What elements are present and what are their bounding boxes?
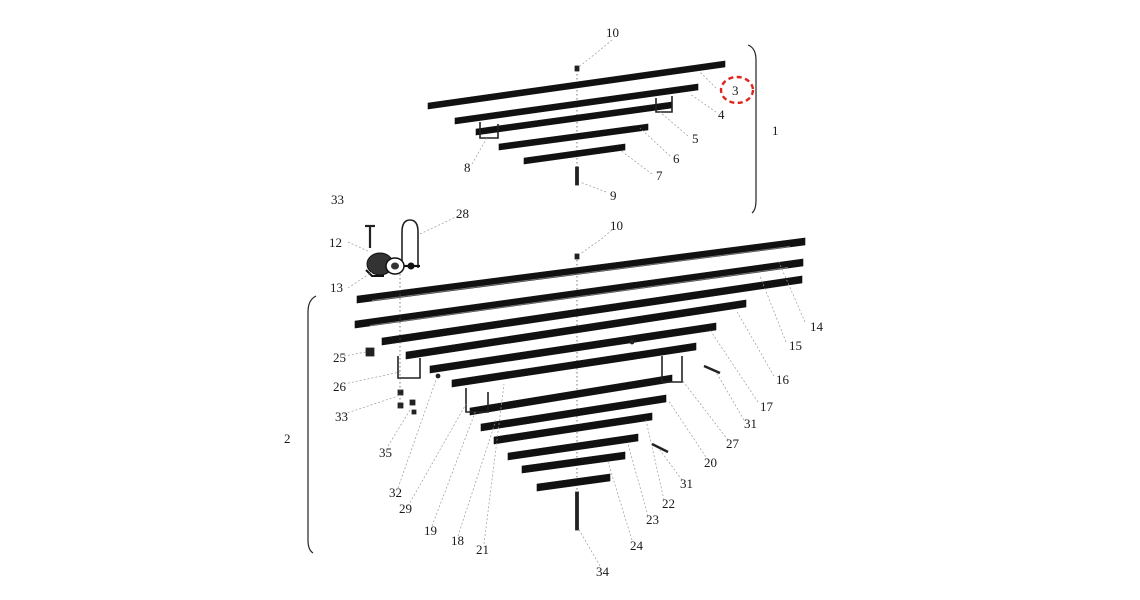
shackle-28 [401, 219, 419, 268]
label-7: 7 [656, 168, 663, 183]
label-5: 5 [692, 131, 699, 146]
label-1: 1 [772, 123, 779, 138]
leaf-7 [523, 143, 626, 165]
label-33-top: 33 [331, 192, 344, 207]
clip-bolt-31-lower [651, 442, 669, 454]
leaf-21 [480, 394, 667, 432]
label-19: 19 [424, 523, 437, 538]
label-29: 29 [399, 501, 412, 516]
leaf-4 [454, 83, 699, 125]
label-4: 4 [718, 107, 725, 122]
nut-33b [397, 402, 404, 409]
label-20: 20 [704, 455, 717, 470]
label-17: 17 [760, 399, 774, 414]
label-25: 25 [333, 350, 346, 365]
leaf-23 [507, 433, 639, 461]
part-labels: 10 3 4 1 5 6 8 7 9 33 28 10 12 13 14 15 … [284, 25, 824, 579]
leaf-20 [469, 374, 673, 416]
leaf-6 [498, 123, 649, 151]
leaf-19 [451, 342, 697, 388]
label-28: 28 [456, 206, 469, 221]
leaf-16 [381, 275, 803, 346]
label-2: 2 [284, 431, 291, 446]
leaf-22 [493, 412, 653, 445]
nut-33 [397, 389, 404, 396]
clip-29-left [465, 388, 489, 413]
label-14: 14 [810, 319, 824, 334]
label-16: 16 [776, 372, 790, 387]
bushing-25 [365, 347, 375, 357]
clip-8-left [479, 122, 499, 139]
clip-8-right [655, 96, 673, 113]
label-22: 22 [662, 496, 675, 511]
label-26: 26 [333, 379, 347, 394]
label-18: 18 [451, 533, 464, 548]
label-35: 35 [379, 445, 392, 460]
leaf-14-edge [372, 246, 790, 301]
label-27: 27 [726, 436, 740, 451]
leaf-17 [405, 299, 747, 360]
leaf-18 [429, 322, 717, 374]
label-33-bottom: 33 [335, 409, 348, 424]
label-31-lower: 31 [680, 476, 693, 491]
clip-bolt-31-upper [703, 364, 721, 375]
label-6: 6 [673, 151, 680, 166]
label-10-lower: 10 [610, 218, 623, 233]
nut-35 [409, 399, 416, 406]
leaf-24 [521, 451, 626, 474]
label-32: 32 [389, 485, 402, 500]
label-10-upper: 10 [606, 25, 619, 40]
washer-35 [411, 409, 417, 415]
eye-bushing-12 [365, 252, 420, 277]
lower-center-nut [574, 253, 580, 260]
highlight-marker [719, 75, 755, 105]
label-3: 3 [732, 83, 739, 98]
upper-spring-assembly [427, 44, 757, 214]
clip-26 [397, 356, 421, 379]
lower-center-bolt [575, 491, 579, 531]
label-8: 8 [464, 160, 471, 175]
label-24: 24 [630, 538, 644, 553]
leaf-15 [354, 258, 804, 329]
label-12: 12 [329, 235, 342, 250]
leaf-15-edge [370, 267, 788, 326]
upper-center-bolt [575, 166, 579, 186]
label-13: 13 [330, 280, 343, 295]
leaf-14 [356, 237, 806, 304]
clip-27-right [661, 356, 683, 383]
label-15: 15 [789, 338, 802, 353]
lower-spring-assembly [307, 219, 806, 554]
brace-group-2 [307, 295, 317, 554]
small-nut [435, 373, 441, 379]
rivet [629, 339, 635, 345]
upper-center-nut [574, 65, 580, 72]
label-21: 21 [476, 542, 489, 557]
label-9: 9 [610, 188, 617, 203]
leaf-25-base [536, 473, 611, 492]
brace-group-1 [747, 44, 757, 214]
label-23: 23 [646, 512, 659, 527]
leaf-3 [427, 60, 726, 110]
label-31-upper: 31 [744, 416, 757, 431]
leader-lines [343, 39, 806, 567]
label-34: 34 [596, 564, 610, 579]
